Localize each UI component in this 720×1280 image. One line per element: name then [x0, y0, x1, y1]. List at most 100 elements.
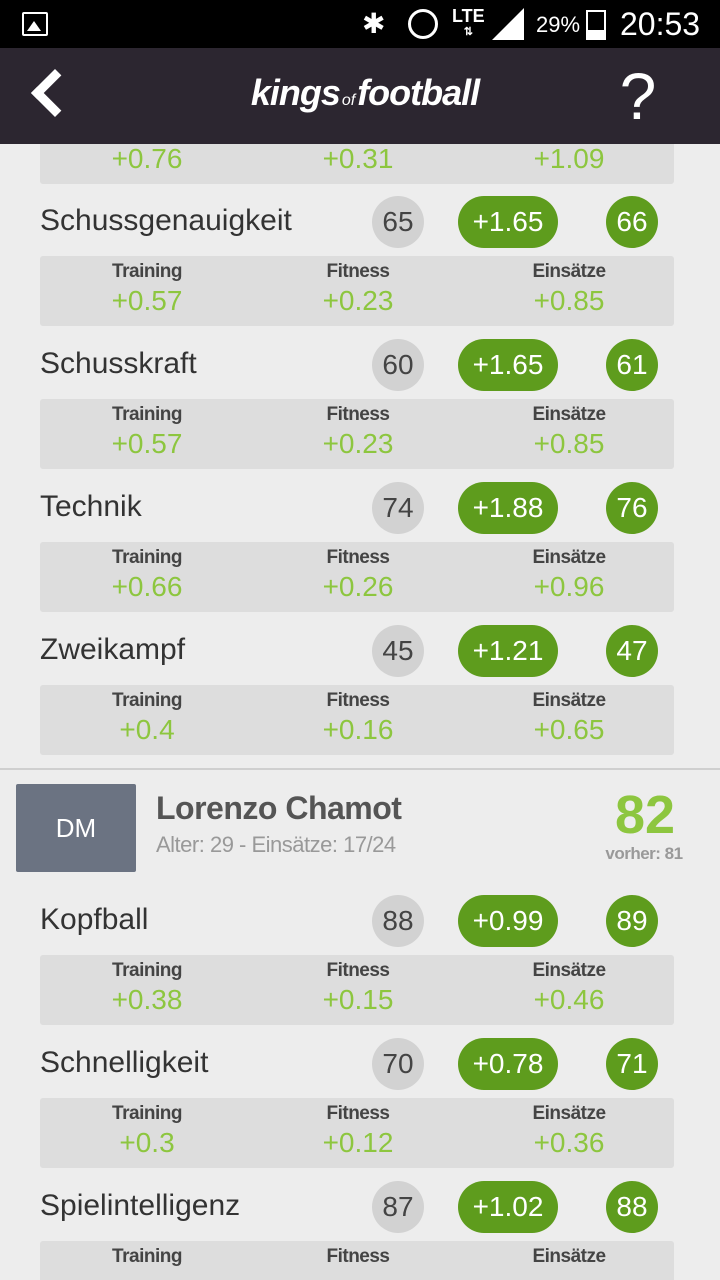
new-value-badge: 66 [606, 196, 658, 248]
stat-name: Schusskraft [40, 347, 197, 380]
stat-breakdown: Training +0.38 Fitness +0.15 Einsätze +0.46 [40, 955, 674, 1025]
training-label: Training [112, 1103, 182, 1124]
fitness-label: Fitness [326, 960, 390, 981]
stat-breakdown-partial: x+0.76 x+0.31 x+1.09 [40, 144, 674, 184]
new-value-badge: 61 [606, 339, 658, 391]
einsaetze-value: +0.85 [533, 428, 605, 459]
fitness-value: +0.12 [322, 1127, 394, 1158]
old-value-badge: 45 [372, 625, 424, 677]
stat-breakdown-partial: Training Fitness Einsätze [40, 1241, 674, 1280]
training-value: +0.57 [111, 428, 183, 459]
old-value-badge: 65 [372, 196, 424, 248]
einsaetze-value: +0.65 [533, 714, 605, 745]
app-logo: kings offootball [250, 72, 480, 113]
fitness-value: +0.23 [322, 428, 394, 459]
fitness-label: Fitness [326, 1103, 390, 1124]
einsaetze-label: Einsätze [532, 1246, 606, 1267]
old-value-badge: 74 [372, 482, 424, 534]
gain-pill: +1.65 [458, 196, 558, 248]
stat-row: Schnelligkeit 70 +0.78 71 [0, 1024, 720, 1104]
training-value: +0.76 [111, 144, 183, 174]
new-value-badge: 89 [606, 895, 658, 947]
gallery-notification-icon [22, 12, 48, 36]
bluetooth-icon: ✱ [362, 8, 386, 39]
einsaetze-label: Einsätze [532, 690, 606, 711]
previous-rating: vorher: 81 [605, 844, 683, 863]
gain-pill: +1.65 [458, 339, 558, 391]
stat-row: Schusskraft 60 +1.65 61 [0, 325, 720, 405]
training-value: +0.3 [119, 1127, 175, 1158]
training-label: Training [112, 1246, 182, 1267]
alarm-icon [408, 9, 438, 39]
stat-row: Schussgenauigkeit 65 +1.65 66 [0, 182, 720, 262]
old-value-badge: 70 [372, 1038, 424, 1090]
gain-pill: +1.02 [458, 1181, 558, 1233]
training-value: +0.57 [111, 285, 183, 316]
fitness-value: +0.23 [322, 285, 394, 316]
einsaetze-value: +0.46 [533, 984, 605, 1015]
player-meta: Alter: 29 - Einsätze: 17/24 [156, 832, 396, 857]
stat-row: Technik 74 +1.88 76 [0, 468, 720, 548]
stats-list[interactable]: x+0.76 x+0.31 x+1.09 Schussgenauigkeit 6… [0, 144, 720, 1280]
player-header[interactable]: DM Lorenzo Chamot Alter: 29 - Einsätze: … [0, 770, 720, 880]
training-value: +0.38 [111, 984, 183, 1015]
old-value-badge: 88 [372, 895, 424, 947]
einsaetze-label: Einsätze [532, 960, 606, 981]
stat-breakdown: Training +0.57 Fitness +0.23 Einsätze +0.85 [40, 399, 674, 469]
training-label: Training [112, 690, 182, 711]
lte-indicator: LTE ⇅ [452, 6, 485, 38]
gain-pill: +0.78 [458, 1038, 558, 1090]
stat-breakdown: Training +0.4 Fitness +0.16 Einsätze +0.65 [40, 685, 674, 755]
fitness-value: +0.16 [322, 714, 394, 745]
battery-icon [586, 10, 606, 40]
section-divider [0, 768, 720, 770]
new-value-badge: 71 [606, 1038, 658, 1090]
fitness-value: +0.31 [322, 144, 394, 174]
stat-name: Schussgenauigkeit [40, 204, 292, 237]
einsaetze-value: +0.36 [533, 1127, 605, 1158]
stat-name: Schnelligkeit [40, 1046, 209, 1079]
fitness-label: Fitness [326, 690, 390, 711]
battery-percent: 29% [536, 12, 581, 37]
stat-name: Spielintelligenz [40, 1189, 241, 1222]
stat-row: Spielintelligenz 87 +1.02 88 [0, 1167, 720, 1247]
training-value: +0.4 [119, 714, 175, 745]
gain-pill: +1.21 [458, 625, 558, 677]
fitness-label: Fitness [326, 1246, 390, 1267]
new-value-badge: 47 [606, 625, 658, 677]
training-label: Training [112, 261, 182, 282]
new-value-badge: 88 [606, 1181, 658, 1233]
old-value-badge: 60 [372, 339, 424, 391]
stat-row: Zweikampf 45 +1.21 47 [0, 611, 720, 691]
stat-breakdown: Training +0.57 Fitness +0.23 Einsätze +0.85 [40, 256, 674, 326]
gain-pill: +1.88 [458, 482, 558, 534]
einsaetze-value: +0.96 [533, 571, 605, 602]
new-value-badge: 76 [606, 482, 658, 534]
einsaetze-label: Einsätze [532, 1103, 606, 1124]
stat-name: Technik [40, 490, 142, 523]
player-name: Lorenzo Chamot [156, 790, 402, 826]
stat-row: Kopfball 88 +0.99 89 [0, 881, 720, 961]
training-value: +0.66 [111, 571, 183, 602]
old-value-badge: 87 [372, 1181, 424, 1233]
einsaetze-label: Einsätze [532, 404, 606, 425]
stat-name: Kopfball [40, 903, 149, 936]
stat-name: Zweikampf [40, 633, 186, 666]
back-button[interactable] [24, 62, 84, 128]
fitness-label: Fitness [326, 261, 390, 282]
stat-breakdown: Training +0.66 Fitness +0.26 Einsätze +0.96 [40, 542, 674, 612]
signal-icon [492, 8, 524, 40]
help-button[interactable]: ? [619, 59, 657, 133]
fitness-value: +0.15 [322, 984, 394, 1015]
training-label: Training [112, 404, 182, 425]
player-rating: 82 [614, 785, 676, 845]
status-bar: ✱ LTE ⇅ 29% 20:53 [0, 0, 720, 48]
fitness-value: +0.26 [322, 571, 394, 602]
einsaetze-value: +0.85 [533, 285, 605, 316]
app-bar: kings offootball ? [0, 48, 720, 144]
clock: 20:53 [620, 6, 701, 42]
training-label: Training [112, 547, 182, 568]
stat-breakdown: Training +0.3 Fitness +0.12 Einsätze +0.36 [40, 1098, 674, 1168]
back-arrow-icon [30, 68, 80, 118]
fitness-label: Fitness [326, 547, 390, 568]
